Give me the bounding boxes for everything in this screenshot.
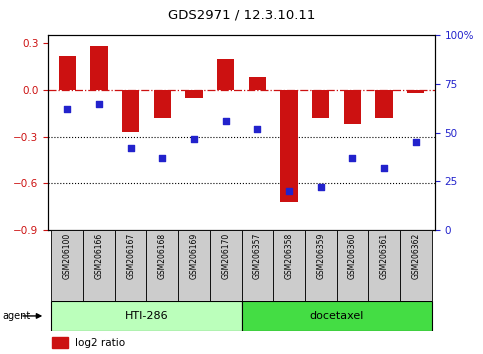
- Point: [190, 136, 198, 141]
- Text: GSM206167: GSM206167: [126, 233, 135, 279]
- Text: docetaxel: docetaxel: [309, 311, 364, 321]
- Bar: [312, 90, 329, 118]
- Point: [285, 188, 293, 194]
- Bar: [185, 90, 203, 98]
- Bar: [58, 56, 76, 90]
- Text: GSM206100: GSM206100: [63, 233, 72, 279]
- Point: [317, 184, 325, 190]
- Bar: [242, 301, 431, 331]
- Bar: [52, 301, 242, 331]
- Bar: [217, 59, 234, 90]
- Bar: [52, 337, 68, 348]
- Bar: [273, 230, 305, 301]
- Point: [158, 155, 166, 161]
- Point: [254, 126, 261, 132]
- Bar: [242, 230, 273, 301]
- Bar: [337, 230, 368, 301]
- Bar: [210, 230, 242, 301]
- Text: GSM206361: GSM206361: [380, 233, 388, 279]
- Bar: [400, 230, 431, 301]
- Bar: [178, 230, 210, 301]
- Text: GSM206362: GSM206362: [411, 233, 420, 279]
- Text: GSM206168: GSM206168: [158, 233, 167, 279]
- Text: log2 ratio: log2 ratio: [75, 338, 126, 348]
- Bar: [280, 90, 298, 202]
- Text: GDS2971 / 12.3.10.11: GDS2971 / 12.3.10.11: [168, 9, 315, 22]
- Bar: [122, 90, 140, 132]
- Text: GSM206360: GSM206360: [348, 233, 357, 279]
- Text: GSM206359: GSM206359: [316, 233, 325, 279]
- Bar: [115, 230, 146, 301]
- Bar: [83, 230, 115, 301]
- Text: HTI-286: HTI-286: [125, 311, 168, 321]
- Bar: [154, 90, 171, 118]
- Text: GSM206358: GSM206358: [284, 233, 294, 279]
- Point: [380, 165, 388, 171]
- Text: agent: agent: [2, 311, 30, 321]
- Bar: [90, 46, 108, 90]
- Bar: [375, 90, 393, 118]
- Text: GSM206170: GSM206170: [221, 233, 230, 279]
- Point: [95, 101, 103, 106]
- Bar: [343, 90, 361, 124]
- Bar: [305, 230, 337, 301]
- Bar: [368, 230, 400, 301]
- Bar: [52, 230, 83, 301]
- Point: [349, 155, 356, 161]
- Text: GSM206357: GSM206357: [253, 233, 262, 279]
- Bar: [407, 90, 425, 93]
- Point: [412, 139, 420, 145]
- Bar: [249, 78, 266, 90]
- Bar: [146, 230, 178, 301]
- Text: GSM206169: GSM206169: [189, 233, 199, 279]
- Text: GSM206166: GSM206166: [95, 233, 103, 279]
- Point: [63, 107, 71, 112]
- Point: [222, 118, 229, 124]
- Point: [127, 145, 134, 151]
